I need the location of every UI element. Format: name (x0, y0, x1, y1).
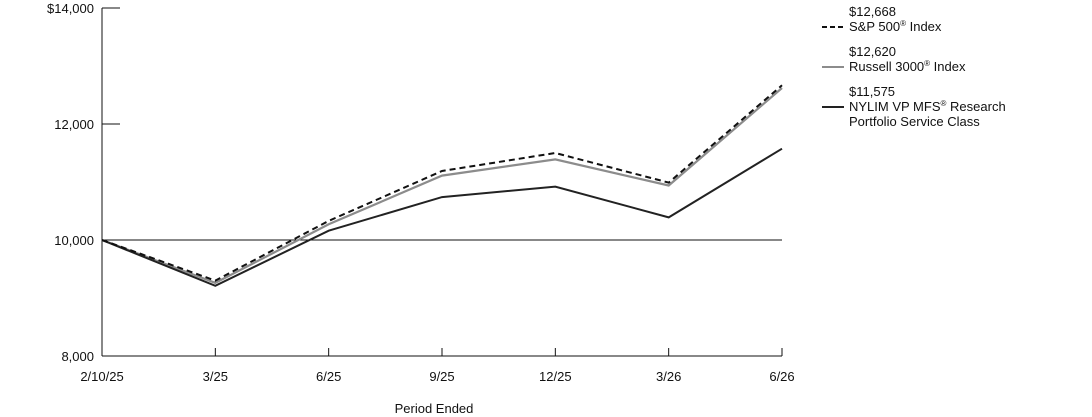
legend-series-name: S&P 500® Index (849, 19, 942, 34)
legend-series-name: NYLIM VP MFS® Research (849, 99, 1006, 114)
legend-end-value: $12,620 (849, 44, 896, 59)
y-tick-label: 8,000 (61, 349, 94, 364)
y-tick-label: 12,000 (54, 117, 94, 132)
legend-end-value: $12,668 (849, 4, 896, 19)
x-tick-label: 12/25 (539, 369, 572, 384)
legend-end-value: $11,575 (849, 84, 895, 99)
x-tick-label: 6/26 (769, 369, 794, 384)
x-tick-label: 6/25 (316, 369, 341, 384)
series-line-nylim (101, 147, 783, 287)
legend-series-name: Russell 3000® Index (849, 59, 966, 74)
y-tick-label: $14,000 (47, 1, 94, 16)
series-line-sp500 (101, 84, 783, 282)
x-tick-label: 3/26 (656, 369, 681, 384)
y-tick-label: 10,000 (54, 233, 94, 248)
legend-series-name-line2: Portfolio Service Class (849, 114, 980, 129)
x-tick-label: 3/25 (203, 369, 228, 384)
x-tick-label: 2/10/25 (80, 369, 123, 384)
series-lines (101, 84, 783, 287)
x-tick-label: 9/25 (429, 369, 454, 384)
series-line-russell (101, 87, 783, 285)
x-axis-title: Period Ended (395, 401, 474, 416)
axes: 8,000 10,000 12,000 $14,000 2/10/25 3/25 6/25 9… (47, 1, 795, 416)
